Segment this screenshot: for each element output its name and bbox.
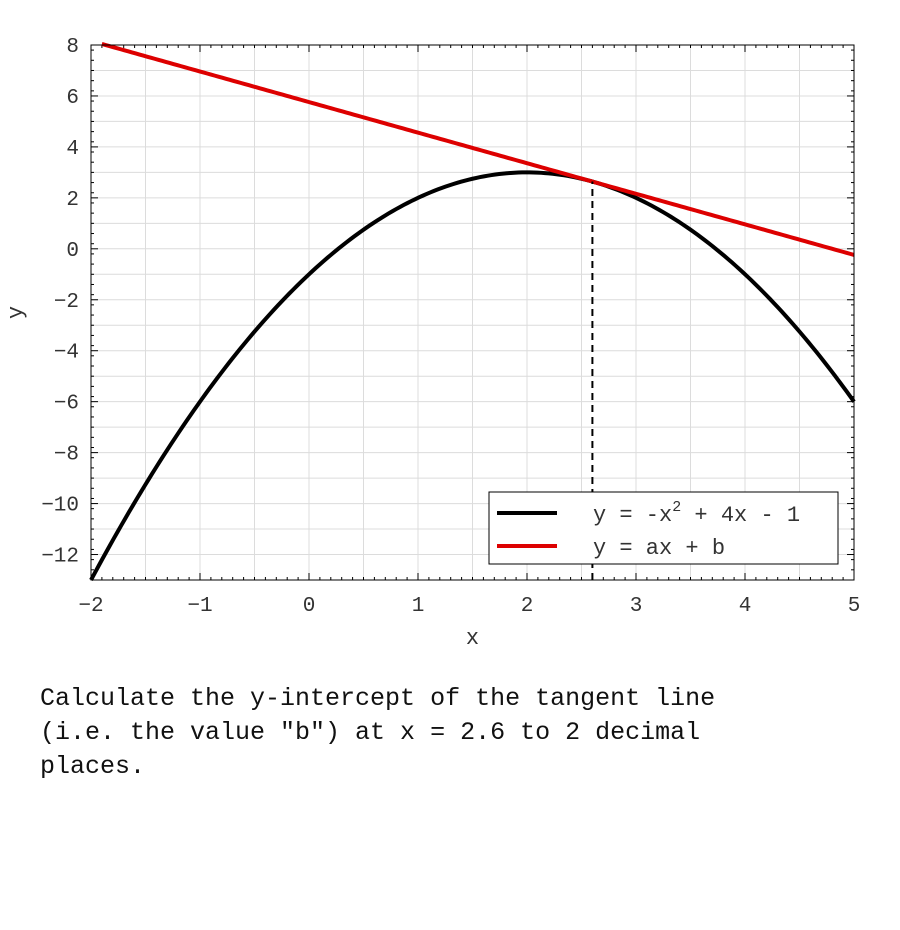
y-tick-label: 4 (66, 138, 79, 161)
legend-label-parabola-base: y = -x (593, 503, 672, 528)
y-tick-label: −8 (54, 444, 79, 467)
legend: y = -x2 + 4x - 1 y = ax + b (488, 491, 839, 565)
y-axis-label: y (4, 306, 29, 319)
y-tick-label: 8 (66, 36, 79, 59)
x-tick-label: 2 (521, 595, 534, 618)
series-layer (89, 42, 856, 581)
y-tick-label: 0 (66, 240, 79, 263)
plot-frame (90, 44, 855, 581)
x-tick-label: 3 (630, 595, 643, 618)
y-tick-label: 6 (66, 87, 79, 110)
legend-label-parabola-exponent: 2 (672, 499, 681, 516)
x-axis-label: x (466, 626, 479, 651)
x-tick-label: 0 (303, 595, 316, 618)
x-tick-label: 4 (739, 595, 752, 618)
legend-box (488, 491, 839, 565)
x-tick-label: −2 (78, 595, 103, 618)
legend-label-tangent: y = ax + b (593, 536, 725, 561)
series-line-parabola (89, 170, 856, 581)
question-text: Calculate the y-intercept of the tangent… (40, 684, 716, 781)
grid (90, 44, 855, 581)
x-tick-label: 5 (848, 595, 861, 618)
x-tick-label: 1 (412, 595, 425, 618)
legend-label-parabola: y = -x2 + 4x - 1 (593, 499, 800, 528)
x-tick-labels: −2 −1 0 1 2 3 4 5 (78, 595, 860, 618)
x-tick-label: −1 (187, 595, 212, 618)
legend-label-parabola-rest: + 4x - 1 (681, 503, 800, 528)
y-tick-label: 2 (66, 189, 79, 212)
y-tick-label: −10 (41, 495, 79, 518)
y-tick-label: −6 (54, 393, 79, 416)
series-line-tangent (101, 42, 855, 257)
y-tick-label: −12 (41, 546, 79, 569)
y-tick-labels: −12 −10 −8 −6 −4 −2 0 2 4 6 8 (41, 36, 79, 569)
y-tick-label: −2 (54, 291, 79, 314)
y-tick-label: −4 (54, 342, 79, 365)
